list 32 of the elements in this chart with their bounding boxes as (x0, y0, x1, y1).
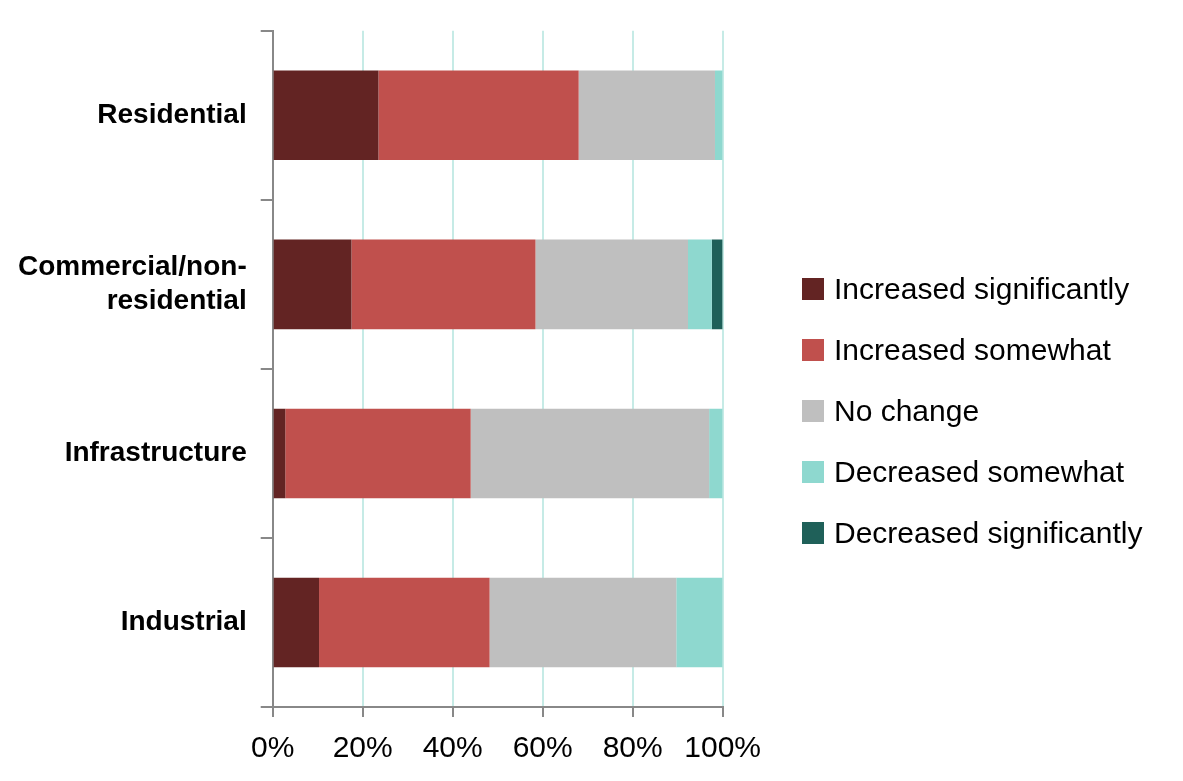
bar (535, 239, 688, 330)
bar (378, 70, 579, 161)
bar (709, 408, 723, 499)
bar (711, 239, 723, 330)
x-tick-label: 60% (512, 730, 573, 764)
bar (319, 577, 490, 668)
legend-label: No change (834, 393, 980, 428)
bar (687, 239, 712, 330)
bar (578, 70, 715, 161)
bar (273, 70, 379, 161)
bar (285, 408, 471, 499)
bar (470, 408, 710, 499)
x-tick-label: 20% (332, 730, 393, 764)
x-tick-label: 40% (422, 730, 483, 764)
legend-label: Decreased somewhat (834, 454, 1125, 489)
y-tick-label: Infrastructure (64, 436, 247, 468)
x-tick-label: 80% (602, 730, 663, 764)
bar (273, 577, 320, 668)
legend-label: Increased significantly (834, 271, 1130, 306)
bar (676, 577, 723, 668)
y-tick-label: Residential (97, 98, 247, 130)
bar (273, 239, 352, 330)
bar (489, 577, 677, 668)
x-tick-label: 0% (251, 730, 295, 764)
y-tick-label: Industrial (120, 605, 247, 637)
bar (714, 70, 723, 161)
y-tick-label: Commercial/non-residential (18, 250, 247, 315)
bar (351, 239, 536, 330)
legend-label: Increased somewhat (834, 332, 1111, 367)
x-tick-label: 100% (684, 730, 761, 764)
bar (273, 408, 286, 499)
legend-label: Decreased significantly (834, 515, 1143, 550)
